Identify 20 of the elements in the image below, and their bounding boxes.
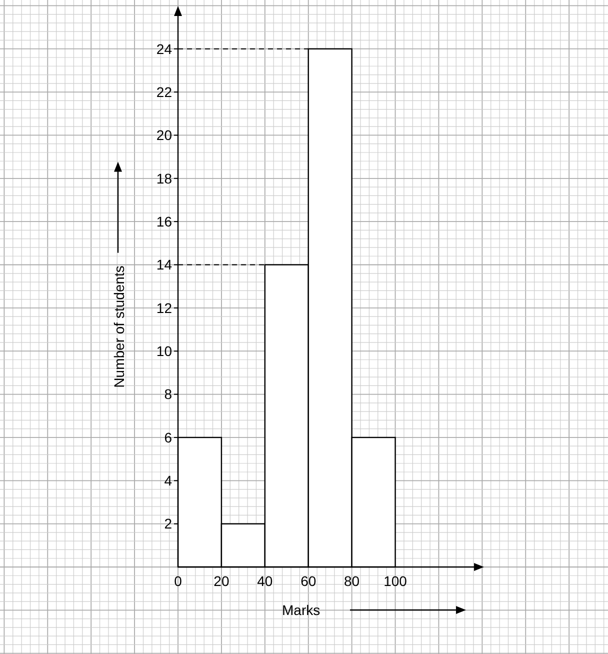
y-tick-label: 18 xyxy=(156,170,172,186)
x-tick-label: 80 xyxy=(344,573,360,589)
y-tick-label: 16 xyxy=(156,213,172,230)
y-tick-label: 10 xyxy=(156,343,172,360)
x-tick-label: 20 xyxy=(214,573,230,589)
y-tick-label: 24 xyxy=(156,40,172,57)
y-tick-label: 12 xyxy=(156,300,172,316)
y-tick-label: 22 xyxy=(156,84,172,100)
x-tick-label: 100 xyxy=(384,573,408,589)
x-tick-label: 40 xyxy=(257,573,273,589)
y-tick-label: 6 xyxy=(164,429,172,446)
y-tick-label: 2 xyxy=(164,516,172,532)
x-tick-label: 0 xyxy=(174,573,182,589)
y-tick-label: 4 xyxy=(164,472,172,489)
y-tick-label: 8 xyxy=(164,386,172,402)
x-tick-label: 60 xyxy=(300,573,316,589)
y-axis-title: Number of students xyxy=(111,266,127,388)
y-tick-label: 14 xyxy=(156,256,172,273)
x-axis-title: Marks xyxy=(282,602,320,618)
y-tick-label: 20 xyxy=(156,127,172,144)
